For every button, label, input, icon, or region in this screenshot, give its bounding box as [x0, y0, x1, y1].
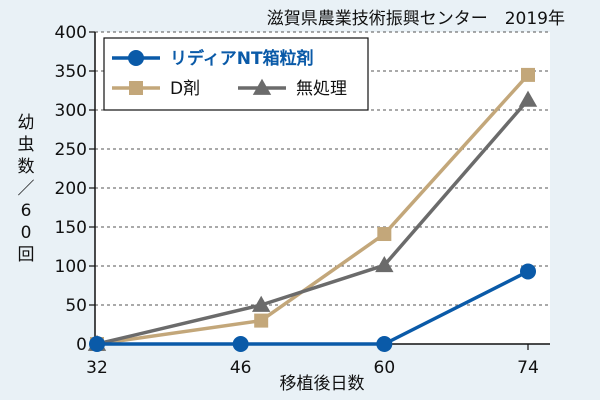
data-point [376, 336, 393, 352]
legend-item-1: D剤 [112, 79, 200, 99]
legend-label: D剤 [170, 79, 200, 99]
x-ticks: 32 46 60 74 [86, 344, 539, 378]
series-line [97, 269, 529, 346]
x-tick-label: 60 [374, 358, 396, 378]
y-ticks: 0 50 100 150 200 250 300 350 400 [55, 23, 95, 355]
y-axis-title: 幼虫数／ 6 0 回 [18, 113, 35, 265]
chart-source: 滋賀県農業技術振興センター 2019年 [267, 9, 565, 29]
legend-item-2: 無処理 [238, 78, 347, 99]
legend-marker [129, 81, 143, 95]
data-point [375, 256, 394, 273]
y-tick-label: 100 [55, 257, 87, 277]
series [87, 67, 538, 352]
data-point [251, 295, 271, 312]
y-tick-label: 200 [55, 179, 87, 199]
y-tick-label: 0 [76, 335, 87, 355]
x-tick-label: 74 [517, 358, 539, 378]
data-point [521, 67, 535, 82]
y-tick-label: 400 [55, 23, 87, 43]
data-point [254, 313, 269, 328]
data-point [520, 263, 536, 280]
data-point [518, 90, 538, 107]
legend-label: 無処理 [296, 79, 347, 99]
x-axis-title: 移植後日数 [280, 374, 365, 394]
legend-box [103, 37, 369, 111]
data-point [377, 227, 392, 242]
x-tick-label: 32 [86, 358, 108, 378]
legend-item-0: リディアNT箱粒剤 [112, 48, 314, 69]
series-0 [89, 263, 536, 352]
y-tick-label: 300 [55, 101, 87, 121]
y-tick-label: 50 [65, 296, 87, 316]
x-tick-label: 46 [230, 358, 252, 378]
grid [95, 31, 550, 306]
data-point [89, 336, 105, 352]
series-line [96, 73, 530, 346]
y-tick-label: 150 [55, 218, 87, 238]
legend-marker [252, 78, 272, 95]
data-point [232, 336, 249, 352]
legend: リディアNT箱粒剤 D剤 無処理 [103, 37, 369, 111]
series-line [96, 98, 530, 346]
legend-label: リディアNT箱粒剤 [170, 48, 314, 69]
legend-marker [128, 50, 144, 66]
y-tick-label: 350 [55, 62, 87, 82]
y-tick-label: 250 [55, 140, 87, 160]
